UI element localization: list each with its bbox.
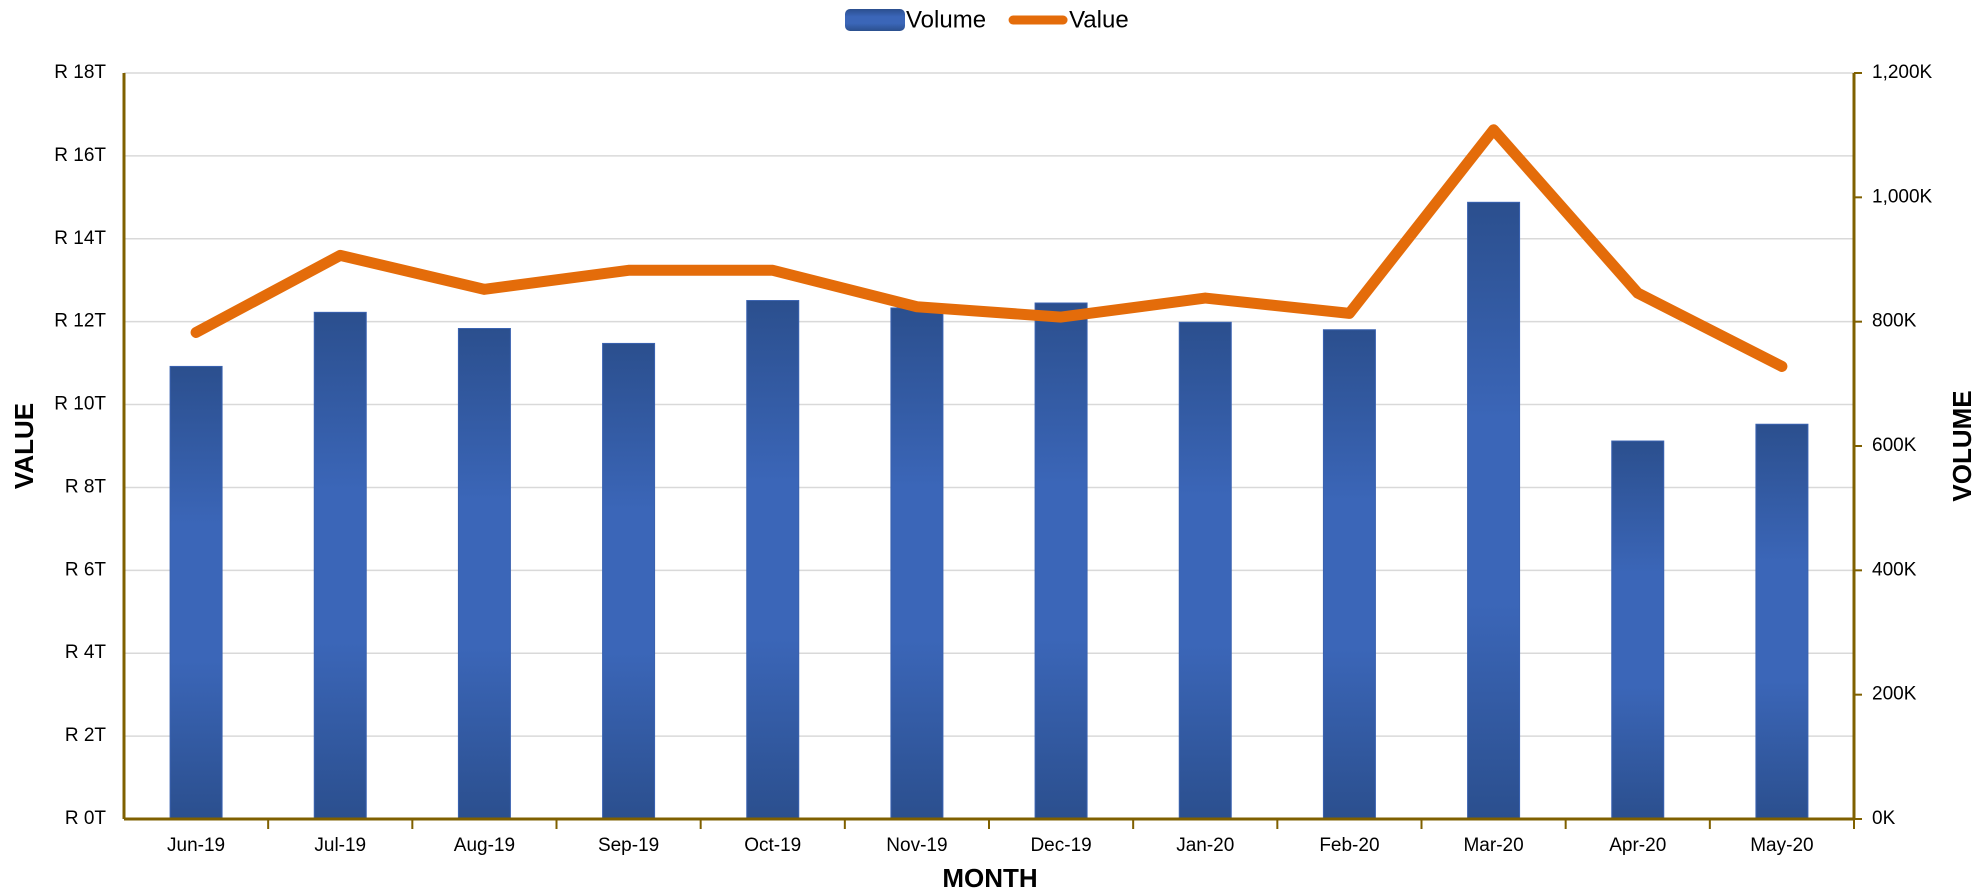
y-tick-label: R 8T — [65, 476, 107, 497]
y-tick-label: R 14T — [54, 228, 106, 249]
bar — [457, 328, 511, 820]
bar — [1034, 302, 1088, 820]
x-tick-label: May-20 — [1750, 835, 1813, 856]
y2-tick-label: 0K — [1872, 808, 1896, 829]
x-tick-label: Dec-19 — [1030, 835, 1091, 856]
x-tick-label: Aug-19 — [454, 835, 515, 856]
bar — [1467, 201, 1521, 820]
y-tick-label: R 4T — [65, 642, 107, 663]
x-tick-label: Feb-20 — [1319, 835, 1379, 856]
y-tick-label: R 10T — [54, 394, 106, 415]
legend-swatch — [845, 9, 905, 31]
y-tick-label: R 0T — [65, 808, 107, 829]
bar — [169, 365, 223, 820]
bar — [1755, 423, 1809, 820]
x-tick-label: Mar-20 — [1463, 835, 1523, 856]
bar — [1178, 321, 1232, 820]
legend-label: Volume — [906, 6, 986, 33]
y-tick-label: R 18T — [54, 62, 106, 83]
x-tick-label: Jun-19 — [167, 835, 225, 856]
x-tick-label: Sep-19 — [598, 835, 659, 856]
x-tick-label: Jan-20 — [1176, 835, 1234, 856]
y2-tick-label: 1,200K — [1872, 62, 1933, 83]
x-axis-title: MONTH — [942, 863, 1037, 893]
y2-tick-label: 800K — [1872, 311, 1917, 332]
x-tick-label: Oct-19 — [744, 835, 801, 856]
y-tick-label: R 2T — [65, 725, 107, 746]
bar — [746, 300, 800, 820]
bar — [313, 311, 367, 820]
bar — [602, 342, 656, 820]
line — [190, 124, 1788, 372]
y2-tick-label: 200K — [1872, 684, 1917, 705]
y-axis-title: VALUE — [9, 403, 39, 489]
y-tick-label: R 12T — [54, 311, 106, 332]
y-tick-label: R 6T — [65, 559, 107, 580]
bar — [1611, 440, 1665, 820]
y-tick-label: R 16T — [54, 145, 106, 166]
y2-tick-label: 400K — [1872, 559, 1917, 580]
x-tick-label: Jul-19 — [314, 835, 366, 856]
legend-label: Value — [1069, 6, 1129, 33]
y2-tick-label: 1,000K — [1872, 186, 1933, 207]
x-tick-label: Nov-19 — [886, 835, 947, 856]
bar — [1322, 329, 1376, 820]
y2-tick-label: 600K — [1872, 435, 1917, 456]
bar — [890, 307, 944, 820]
x-tick-label: Apr-20 — [1609, 835, 1666, 856]
y2-axis-title: VOLUME — [1947, 390, 1977, 501]
